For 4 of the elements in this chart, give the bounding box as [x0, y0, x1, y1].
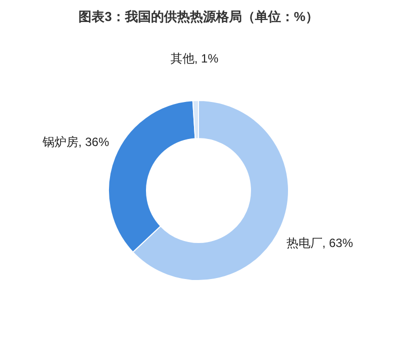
slice-label: 锅炉房, 36% [41, 134, 110, 149]
slice-label: 其他, 1% [170, 52, 219, 66]
slice-label: 热电厂, 63% [286, 236, 354, 250]
chart-title: 图表3：我国的供热热源格局（单位：%） [78, 9, 318, 24]
